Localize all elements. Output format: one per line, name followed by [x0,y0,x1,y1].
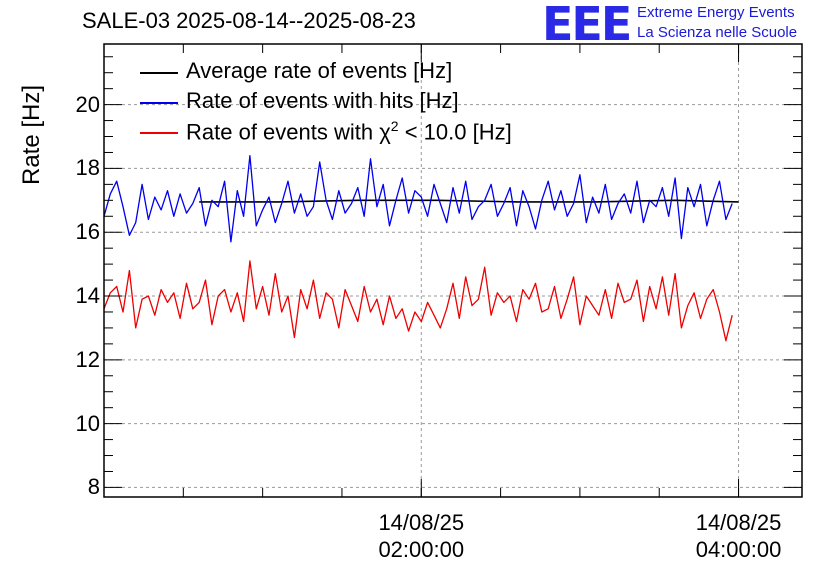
x-tick-date: 14/08/25 [695,510,782,535]
x-tick-date: 14/08/25 [378,510,465,535]
org-line-1: Extreme Energy Events [637,4,795,21]
chart-series [103,155,739,342]
y-axis-label-wrap: Rate [Hz] [4,85,45,185]
y-tick-label: 12 [75,346,100,372]
legend-chi2-prefix: Rate of events with [186,119,380,145]
y-tick-label: 16 [75,219,100,245]
legend-swatch-chi2 [140,132,178,134]
series-hits [103,155,733,243]
y-tick-label: 18 [75,155,100,181]
legend-label-chi2: Rate of events with χ2 < 10.0 [Hz] [186,118,512,145]
legend-chi-symbol: χ [379,119,391,145]
y-tick-label: 20 [75,91,100,117]
legend-label-average: Average rate of events [Hz] [186,58,453,83]
x-tick-label: 14/08/25 02:00:00 [351,509,491,563]
axis-ticks [104,44,802,497]
x-tick-time: 02:00:00 [378,537,465,562]
chart-title: SALE-03 2025-08-14--2025-08-23 [82,8,416,33]
legend-label-hits: Rate of events with hits [Hz] [186,88,459,113]
org-line-2: La Scienza nelle Scuole [637,24,798,41]
legend-swatch-average [140,72,178,74]
plot-frame [103,43,803,498]
x-tick-time: 04:00:00 [695,537,782,562]
series-chi2 [103,260,733,342]
x-tick-label: 14/08/25 04:00:00 [669,509,809,563]
legend-chi-superscript: 2 [390,118,399,134]
eee-logo: EEE [542,0,632,51]
legend-chi2-suffix: < 10.0 [Hz] [398,119,512,145]
y-tick-label: 8 [87,474,100,500]
y-axis-label: Rate [Hz] [18,84,46,186]
y-tick-label: 10 [75,410,100,436]
legend-swatch-hits [140,102,178,104]
y-tick-label: 14 [75,283,100,309]
org-name: Extreme Energy Events La Scienza nelle S… [637,3,797,43]
chart-grid [104,44,802,497]
